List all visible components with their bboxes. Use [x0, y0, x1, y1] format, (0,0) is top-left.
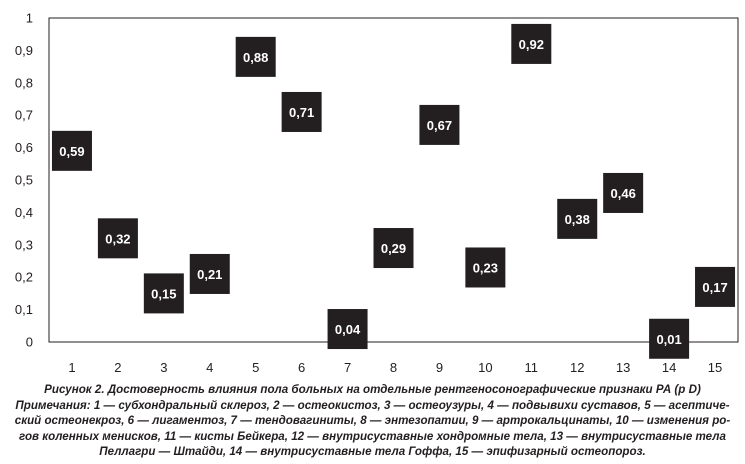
data-marker [511, 23, 552, 64]
data-label: 0,29 [381, 241, 406, 256]
data-label: 0,17 [702, 280, 727, 295]
x-tick-label: 11 [525, 360, 539, 375]
y-tick-label: 0,6 [15, 140, 33, 155]
data-label: 0,04 [335, 322, 361, 337]
data-point: 0,46 [603, 172, 644, 213]
x-tick-label: 4 [206, 360, 213, 375]
data-marker [603, 172, 644, 213]
caption-notes-line-1: Примечания: 1 — субхондральный склероз, … [15, 398, 730, 412]
x-tick-label: 15 [708, 360, 722, 375]
data-point: 0,88 [235, 36, 276, 77]
x-tick-label: 1 [68, 360, 75, 375]
data-marker [373, 228, 414, 269]
y-tick-label: 0,3 [15, 237, 33, 252]
data-point: 0,15 [143, 273, 184, 314]
x-tick-label: 3 [160, 360, 167, 375]
caption-notes-line-3: гов коленных менисков, 11 — кисты Бейкер… [19, 429, 726, 443]
data-label: 0,15 [151, 286, 176, 301]
x-tick-label: 5 [252, 360, 259, 375]
y-tick-label: 1 [26, 11, 33, 26]
data-label: 0,21 [197, 267, 222, 282]
data-label: 0,32 [105, 231, 130, 246]
x-tick-label: 12 [570, 360, 584, 375]
data-label: 0,71 [289, 105, 314, 120]
data-label: 0,46 [611, 186, 636, 201]
y-tick-label: 0,8 [15, 75, 33, 90]
y-tick-label: 0,5 [15, 173, 33, 188]
data-point: 0,32 [97, 218, 138, 259]
caption-title: Рисунок 2. Достоверность влияния пола бо… [44, 383, 701, 396]
y-tick-label: 0,2 [15, 270, 33, 285]
y-tick-label: 0 [26, 335, 33, 350]
data-label: 0,23 [473, 260, 498, 275]
data-marker [235, 36, 276, 77]
data-point: 0,23 [465, 247, 506, 288]
data-marker [695, 266, 736, 307]
data-marker [649, 318, 690, 359]
x-tick-label: 6 [298, 360, 305, 375]
x-tick-label: 7 [344, 360, 351, 375]
x-tick-label: 10 [478, 360, 492, 375]
x-tick-label: 9 [436, 360, 443, 375]
figure-caption: Рисунок 2. Достоверность влияния пола бо… [10, 382, 735, 460]
data-point: 0,71 [281, 91, 322, 132]
x-tick-label: 2 [114, 360, 121, 375]
data-point: 0,67 [419, 104, 460, 145]
data-label: 0,01 [656, 332, 681, 347]
data-point: 0,01 [649, 318, 690, 359]
y-axis-ticks: 0 0,1 0,2 0,3 0,4 0,5 0,6 0,7 0,8 0,9 1 [15, 11, 33, 350]
data-label: 0,92 [519, 37, 544, 52]
data-point: 0,04 [327, 309, 368, 350]
data-label: 0,38 [565, 212, 590, 227]
data-label: 0,67 [427, 118, 452, 133]
data-label: 0,88 [243, 50, 268, 65]
y-tick-label: 0,1 [15, 302, 33, 317]
data-markers: 0,59 0,32 0,15 0,21 0,88 0,71 0,04 0,29 0,67 0,23… [51, 23, 736, 359]
data-point: 0,17 [695, 266, 736, 307]
data-label: 0,59 [59, 144, 84, 159]
data-marker [51, 130, 92, 171]
x-tick-label: 13 [616, 360, 630, 375]
x-axis-ticks: 1 2 3 4 5 6 7 8 9 10 11 12 13 14 15 [68, 360, 722, 375]
y-tick-label: 0,4 [15, 205, 33, 220]
data-point: 0,59 [51, 130, 92, 171]
data-marker [465, 247, 506, 288]
data-marker [189, 253, 230, 294]
data-point: 0,38 [557, 198, 598, 239]
data-marker [143, 273, 184, 314]
data-marker [97, 218, 138, 259]
data-point: 0,29 [373, 228, 414, 269]
data-marker [281, 91, 322, 132]
y-tick-label: 0,9 [15, 43, 33, 58]
data-point: 0,21 [189, 253, 230, 294]
data-point: 0,92 [511, 23, 552, 64]
data-marker [419, 104, 460, 145]
caption-notes-line-4: Пеллагри — Штайди, 14 — внутрисуставные … [99, 445, 646, 459]
y-tick-label: 0,7 [15, 108, 33, 123]
x-tick-label: 8 [390, 360, 397, 375]
caption-notes-line-2: ский остеонекроз, 6 — лигаментоз, 7 — те… [14, 414, 731, 428]
data-marker [327, 309, 368, 350]
data-marker [557, 198, 598, 239]
x-tick-label: 14 [662, 360, 676, 375]
plot-frame [48, 17, 739, 343]
